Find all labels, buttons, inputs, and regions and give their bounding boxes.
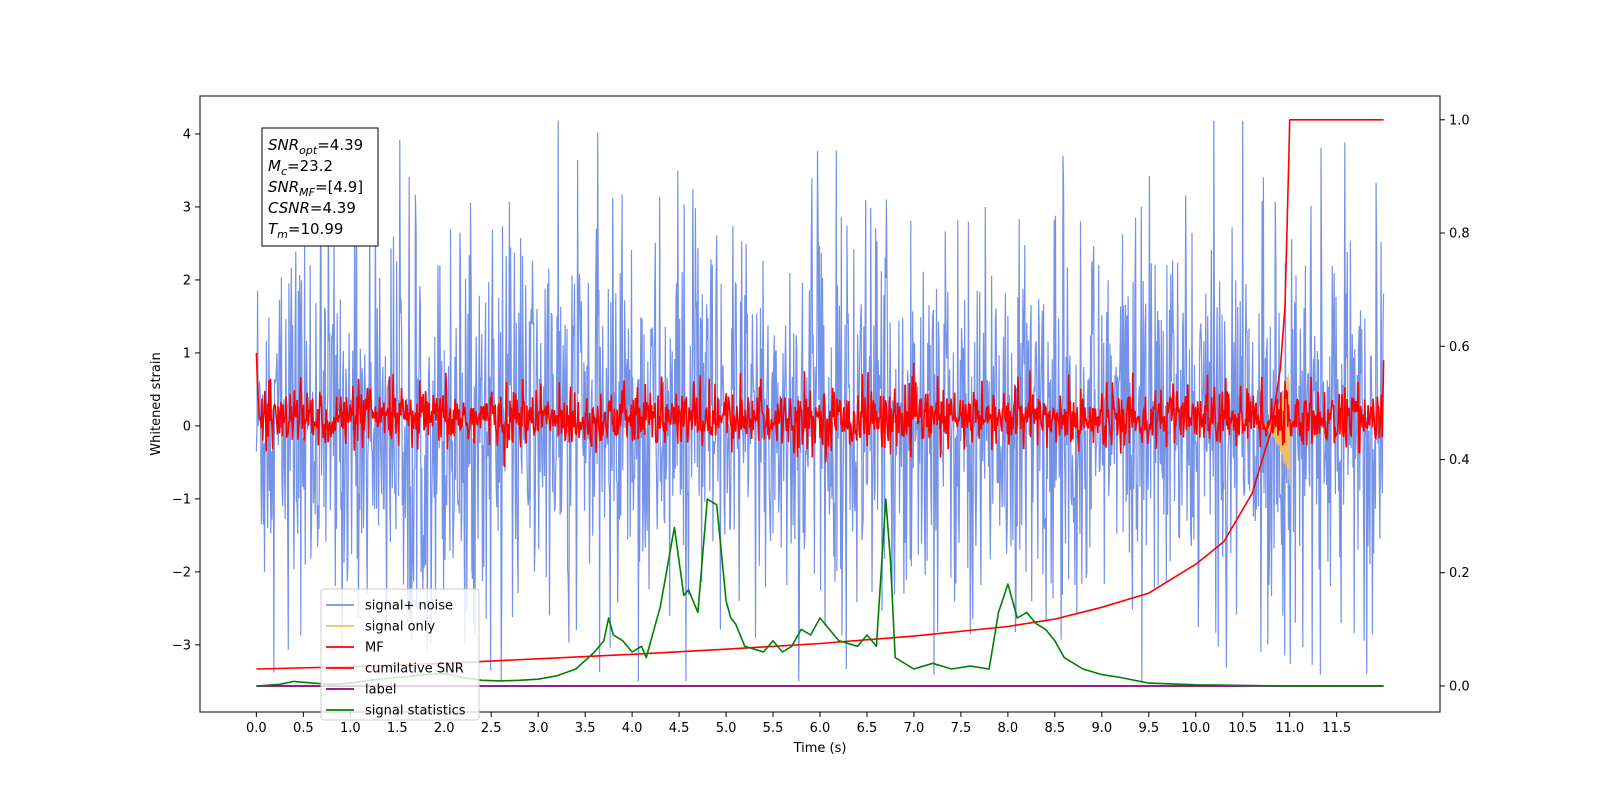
info-box-frame bbox=[261, 127, 379, 247]
y-axis-label: Whitened strain bbox=[149, 352, 164, 455]
x-tick-label: 9.5 bbox=[1138, 721, 1159, 736]
y2-tick-label: 1.0 bbox=[1449, 113, 1470, 128]
x-tick-label: 3.0 bbox=[528, 721, 549, 736]
x-axis-label: Time (s) bbox=[793, 741, 847, 756]
legend-label: MF bbox=[365, 641, 384, 656]
series-cumulative-snr bbox=[256, 119, 1384, 670]
legend-frame bbox=[320, 588, 480, 721]
x-tick-label: 6.0 bbox=[810, 721, 831, 736]
x-tick-label: 10.5 bbox=[1228, 721, 1257, 736]
x-tick-label: 0.0 bbox=[246, 721, 267, 736]
x-tick-label: 0.5 bbox=[293, 721, 314, 736]
x-tick-label: 7.0 bbox=[904, 721, 925, 736]
info-box-line: SNRopt=4.39 bbox=[268, 136, 363, 157]
legend-label: label bbox=[365, 683, 396, 698]
legend-label: signal statistics bbox=[365, 704, 466, 719]
series-signal-noise bbox=[255, 120, 1385, 682]
y2-tick-label: 0.6 bbox=[1449, 340, 1470, 355]
x-tick-label: 11.5 bbox=[1322, 721, 1351, 736]
y2-tick-label: 0.8 bbox=[1449, 227, 1470, 242]
x-tick-label: 9.0 bbox=[1091, 721, 1112, 736]
x-tick-label: 4.0 bbox=[622, 721, 643, 736]
y-axis-left: 4 3 2 1 0 −1 −2 −3 bbox=[172, 127, 200, 653]
info-box-line: Tm=10.99 bbox=[268, 220, 343, 241]
x-tick-label: 5.0 bbox=[716, 721, 737, 736]
y-tick-label: −2 bbox=[172, 565, 191, 580]
y-tick-label: 3 bbox=[183, 200, 191, 215]
y2-tick-label: 0.4 bbox=[1449, 453, 1470, 468]
series-signal-statistics bbox=[256, 498, 1384, 687]
y-tick-label: 4 bbox=[183, 127, 191, 142]
x-tick-label: 7.5 bbox=[951, 721, 972, 736]
y-tick-label: 0 bbox=[183, 419, 191, 434]
legend: signal+ noise signal only MF cumilative SNR… bbox=[320, 588, 480, 721]
x-tick-label: 6.5 bbox=[857, 721, 878, 736]
x-axis: 0.0 0.5 1.0 1.5 2.0 2.5 3.0 3.5 4.0 4.5 5.0 5.5 6.0 6… bbox=[246, 712, 1351, 736]
x-tick-label: 4.5 bbox=[669, 721, 690, 736]
y-tick-label: −3 bbox=[172, 638, 191, 653]
x-tick-label: 10.0 bbox=[1181, 721, 1210, 736]
x-tick-label: 11.0 bbox=[1275, 721, 1304, 736]
y2-tick-label: 0.2 bbox=[1449, 566, 1470, 581]
x-tick-label: 3.5 bbox=[575, 721, 596, 736]
legend-label: signal only bbox=[365, 620, 435, 635]
y-tick-label: −1 bbox=[172, 492, 191, 507]
y-tick-label: 2 bbox=[183, 273, 191, 288]
legend-label: cumilative SNR bbox=[365, 662, 464, 677]
legend-label: signal+ noise bbox=[365, 599, 453, 614]
plot-area bbox=[255, 119, 1385, 687]
x-tick-label: 8.5 bbox=[1045, 721, 1066, 736]
info-box-line: Mc=23.2 bbox=[268, 157, 333, 178]
info-box-line: CSNR=4.39 bbox=[268, 199, 356, 217]
x-tick-label: 2.0 bbox=[434, 721, 455, 736]
y-axis-right: 1.0 0.8 0.6 0.4 0.2 0.0 bbox=[1440, 113, 1470, 694]
y2-tick-label: 0.0 bbox=[1449, 679, 1470, 694]
x-tick-label: 1.5 bbox=[387, 721, 408, 736]
x-tick-label: 5.5 bbox=[763, 721, 784, 736]
y-tick-label: 1 bbox=[183, 346, 191, 361]
x-tick-label: 8.0 bbox=[998, 721, 1019, 736]
x-tick-label: 2.5 bbox=[481, 721, 502, 736]
series-mf bbox=[255, 352, 1385, 468]
info-box-line: SNRMF=[4.9] bbox=[268, 178, 363, 199]
x-tick-label: 1.0 bbox=[340, 721, 361, 736]
